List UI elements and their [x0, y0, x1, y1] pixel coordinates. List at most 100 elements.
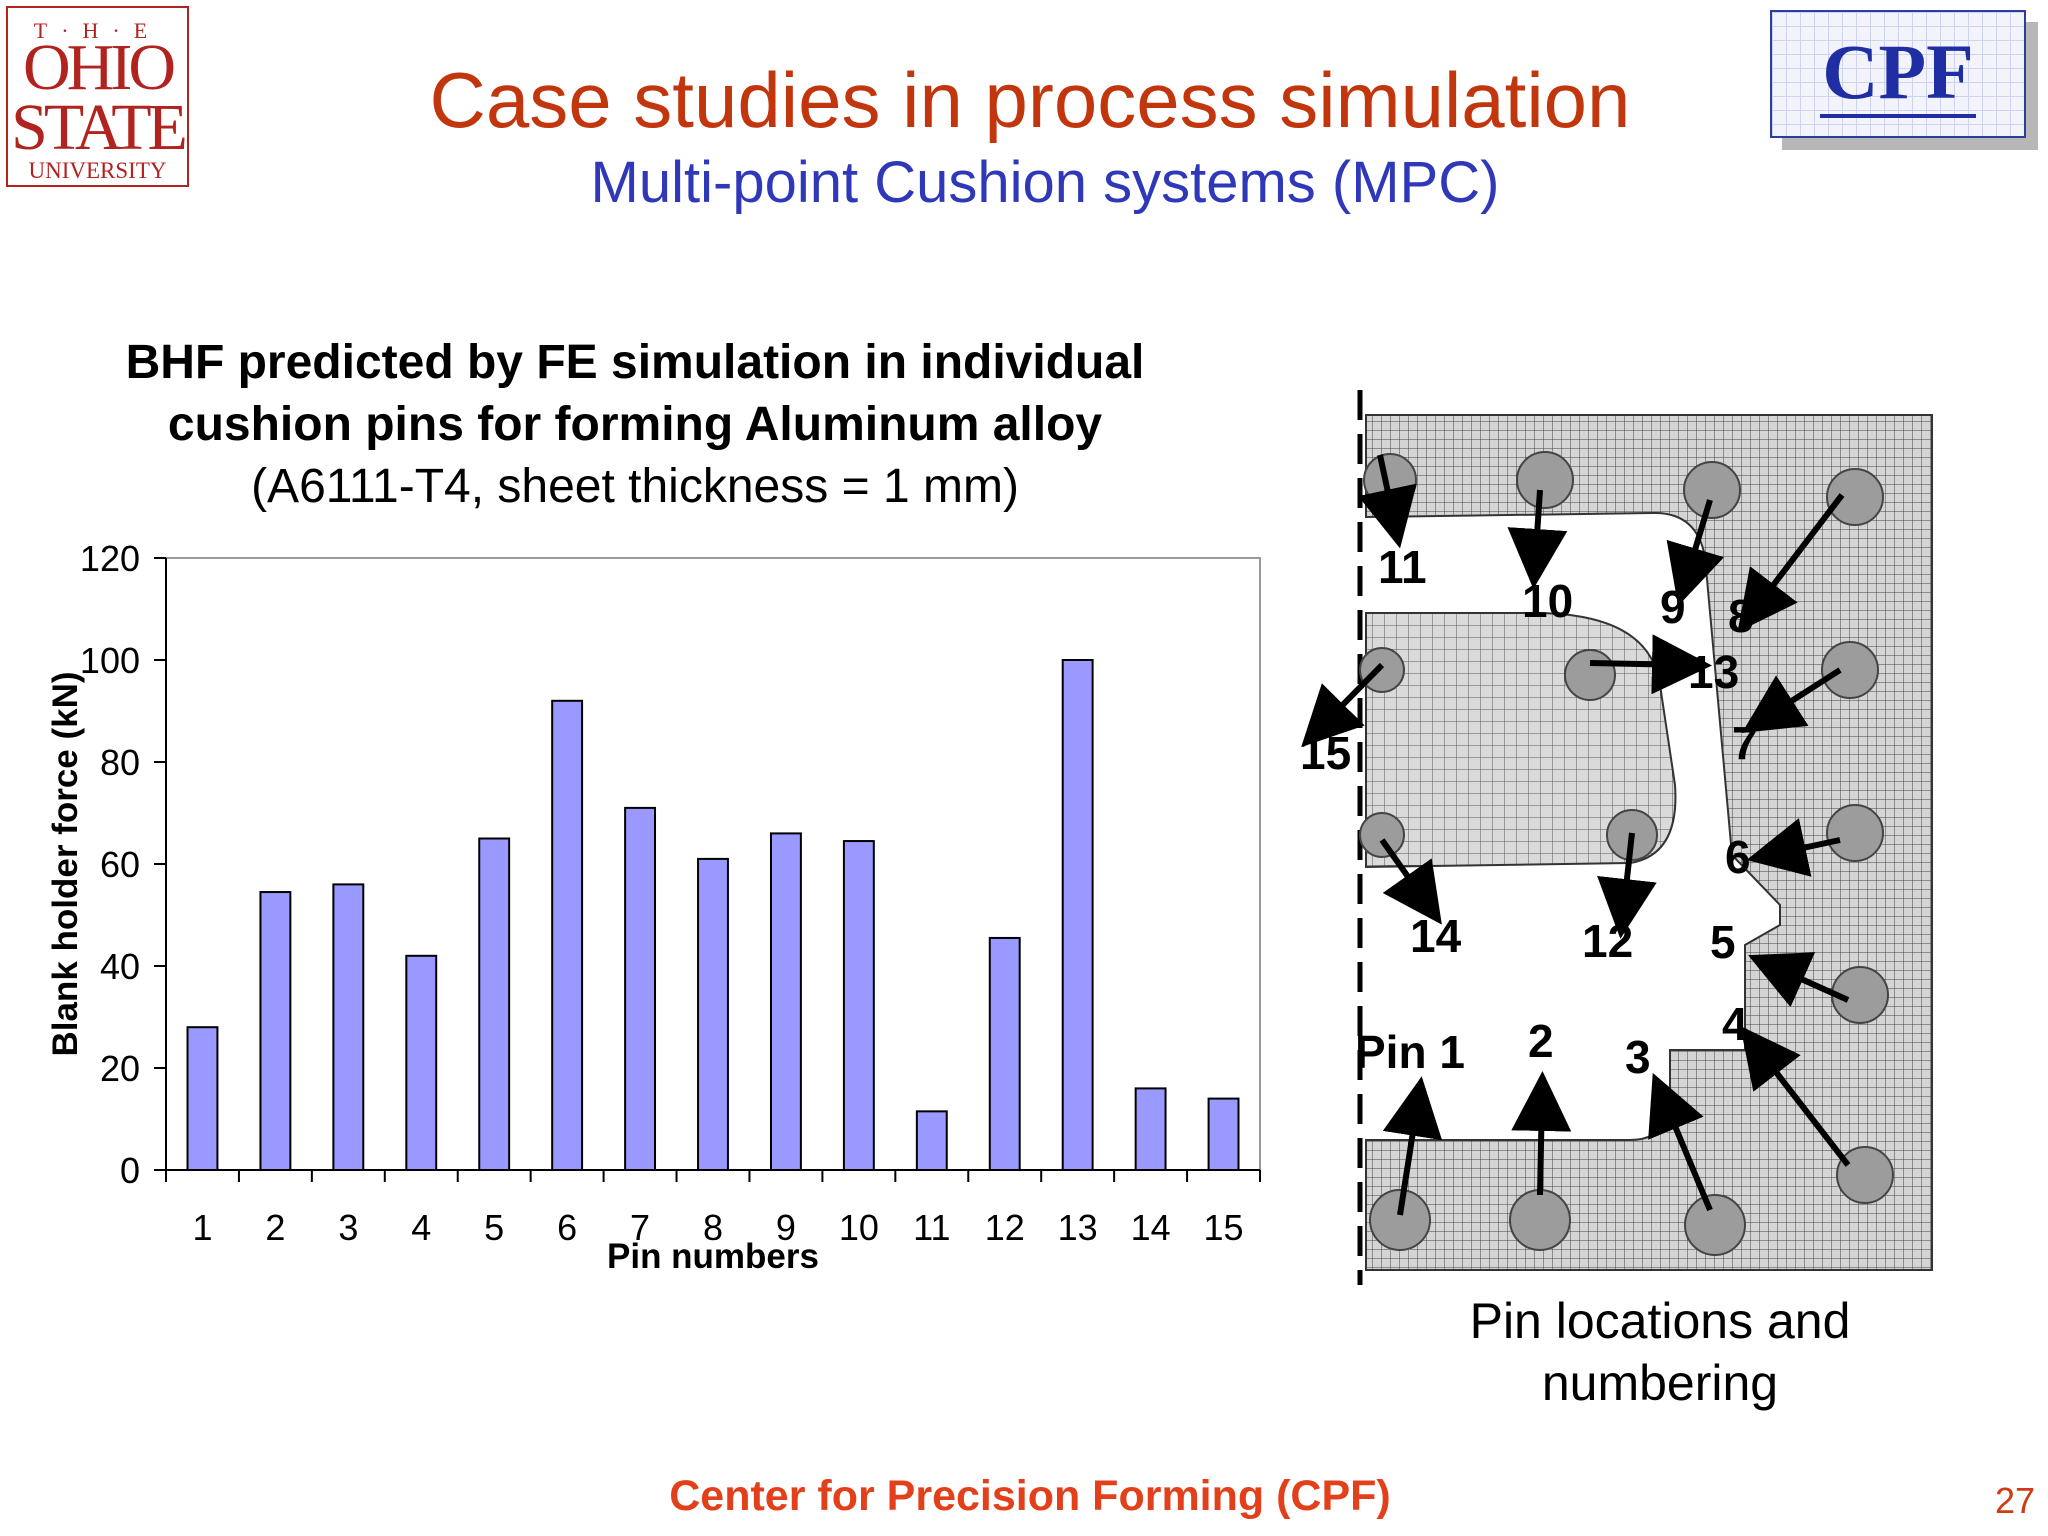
pin-label-6: 6 — [1725, 831, 1751, 883]
x-tick-label: 1 — [192, 1207, 212, 1248]
pin-label-9: 9 — [1660, 581, 1686, 633]
pin-circle — [1359, 812, 1405, 858]
bar — [915, 1110, 948, 1171]
y-tick-label: 0 — [120, 1150, 140, 1191]
pin-label-14: 14 — [1410, 910, 1462, 962]
pin-label-10: 10 — [1522, 575, 1573, 627]
footer-text: Center for Precision Forming (CPF) — [669, 1472, 1391, 1520]
pin-circle — [1826, 468, 1884, 526]
arrow — [1507, 489, 1568, 589]
bar — [1061, 659, 1094, 1171]
arrow — [1597, 832, 1657, 939]
arrow — [1382, 1076, 1443, 1216]
bar-series — [186, 659, 1240, 1172]
y-axis-title: Blank holder force (kN) — [46, 671, 85, 1056]
pin-circle — [1516, 451, 1574, 509]
x-axis-title: Pin numbers — [607, 1237, 819, 1276]
pin-label-7: 7 — [1732, 717, 1758, 769]
y-tick-label: 80 — [100, 742, 140, 783]
pin-label-5: 5 — [1710, 916, 1736, 968]
bar — [1134, 1087, 1167, 1172]
page-number: 27 — [1994, 1480, 2035, 1521]
pin-circle — [1821, 641, 1879, 699]
pin-circles — [1359, 451, 1894, 1256]
pin-circle — [1826, 804, 1884, 862]
cpf-logo: CPF — [1770, 10, 2026, 138]
page-subtitle: Multi-point Cushion systems (MPC) — [590, 150, 1500, 215]
arrow — [1589, 634, 1712, 695]
pin-label-12: 12 — [1582, 915, 1633, 967]
chart-heading-line3: (A6111-T4, sheet thickness = 1 mm) — [251, 460, 1019, 513]
pin-figure-caption-line2: numbering — [1541, 1355, 1779, 1411]
chart-heading-line2: cushion pins for forming Aluminum alloy — [167, 398, 1103, 451]
x-tick-label: 15 — [1204, 1207, 1244, 1248]
bar — [697, 857, 729, 1171]
bar — [259, 891, 292, 1171]
cpf-logo-text: CPF — [1820, 30, 1976, 118]
chart-heading-line1: BHF predicted by FE simulation in indivi… — [125, 336, 1145, 389]
y-tick-label: 40 — [100, 946, 140, 987]
bar — [551, 699, 584, 1172]
pin-circle — [1359, 647, 1405, 693]
arrow — [1737, 493, 1845, 633]
x-tick-label: 4 — [411, 1207, 431, 1248]
osu-logo-state: STATE — [11, 91, 188, 164]
pin-circle — [1509, 1189, 1571, 1251]
arrow — [1746, 818, 1841, 877]
x-tick-label: 9 — [776, 1207, 796, 1248]
bar — [624, 806, 657, 1171]
x-tick-label: 3 — [338, 1207, 358, 1248]
bar — [478, 837, 511, 1171]
x-tick-label: 7 — [630, 1207, 650, 1248]
pin-label-8: 8 — [1728, 590, 1754, 642]
y-tick-label: 60 — [100, 844, 140, 885]
arrow — [1358, 454, 1417, 549]
x-axis: 1 2 3 4 5 6 7 8 9 10 11 12 13 14 15 — [165, 1169, 1261, 1248]
pin-circle — [1564, 649, 1616, 701]
osu-logo-ohio: OHIO — [23, 31, 176, 104]
y-tick-label: 120 — [80, 538, 140, 579]
x-tick-label: 12 — [985, 1207, 1025, 1248]
arrow — [1511, 1071, 1572, 1196]
pin-labels: Pin 1 2 3 4 5 6 7 8 9 10 11 12 13 14 15 — [1300, 541, 1758, 1083]
arrow — [1741, 667, 1842, 733]
pin-label-3: 3 — [1625, 1031, 1651, 1083]
arrow — [1379, 838, 1442, 925]
bar — [1207, 1097, 1240, 1171]
arrow — [1301, 662, 1385, 748]
page-title: Case studies in process simulation — [429, 56, 1631, 144]
x-tick-label: 8 — [703, 1207, 723, 1248]
pin-circle — [1836, 1146, 1894, 1204]
x-tick-label: 6 — [557, 1207, 577, 1248]
bar — [988, 936, 1021, 1172]
bar — [842, 840, 875, 1171]
x-tick-label: 14 — [1131, 1207, 1171, 1248]
y-tick-label: 20 — [100, 1048, 140, 1089]
x-tick-label: 10 — [839, 1207, 879, 1248]
pin-label-13: 13 — [1688, 646, 1739, 698]
bar — [186, 1026, 219, 1172]
bar — [405, 954, 438, 1171]
pin-label-4: 4 — [1722, 998, 1748, 1050]
x-tick-label: 5 — [484, 1207, 504, 1248]
osu-logo-the: T·H·E — [33, 18, 162, 43]
pin-figure-caption: Pin locations and numbering — [1400, 1290, 1920, 1414]
x-tick-label: 13 — [1058, 1207, 1098, 1248]
x-tick-label: 2 — [265, 1207, 285, 1248]
bar — [769, 832, 802, 1171]
pin-circle — [1369, 1189, 1431, 1251]
pin-label-11: 11 — [1378, 541, 1427, 593]
arrow — [1740, 1026, 1851, 1167]
pin-arrows — [1301, 454, 1851, 1216]
pin-label-1: Pin 1 — [1355, 1026, 1465, 1078]
chart-heading: BHF predicted by FE simulation in indivi… — [60, 332, 1210, 518]
bar — [332, 883, 365, 1171]
x-tick-label: 11 — [913, 1207, 950, 1248]
y-axis: 0 20 40 60 80 100 120 — [80, 538, 167, 1191]
pin-label-2: 2 — [1528, 1015, 1554, 1067]
pin-label-15: 15 — [1300, 727, 1351, 779]
arrow — [1748, 952, 1850, 1008]
pin-location-figure: Pin 1 2 3 4 5 6 7 8 9 10 11 12 13 14 15 — [1300, 390, 1933, 1285]
y-tick-label: 100 — [80, 640, 140, 681]
